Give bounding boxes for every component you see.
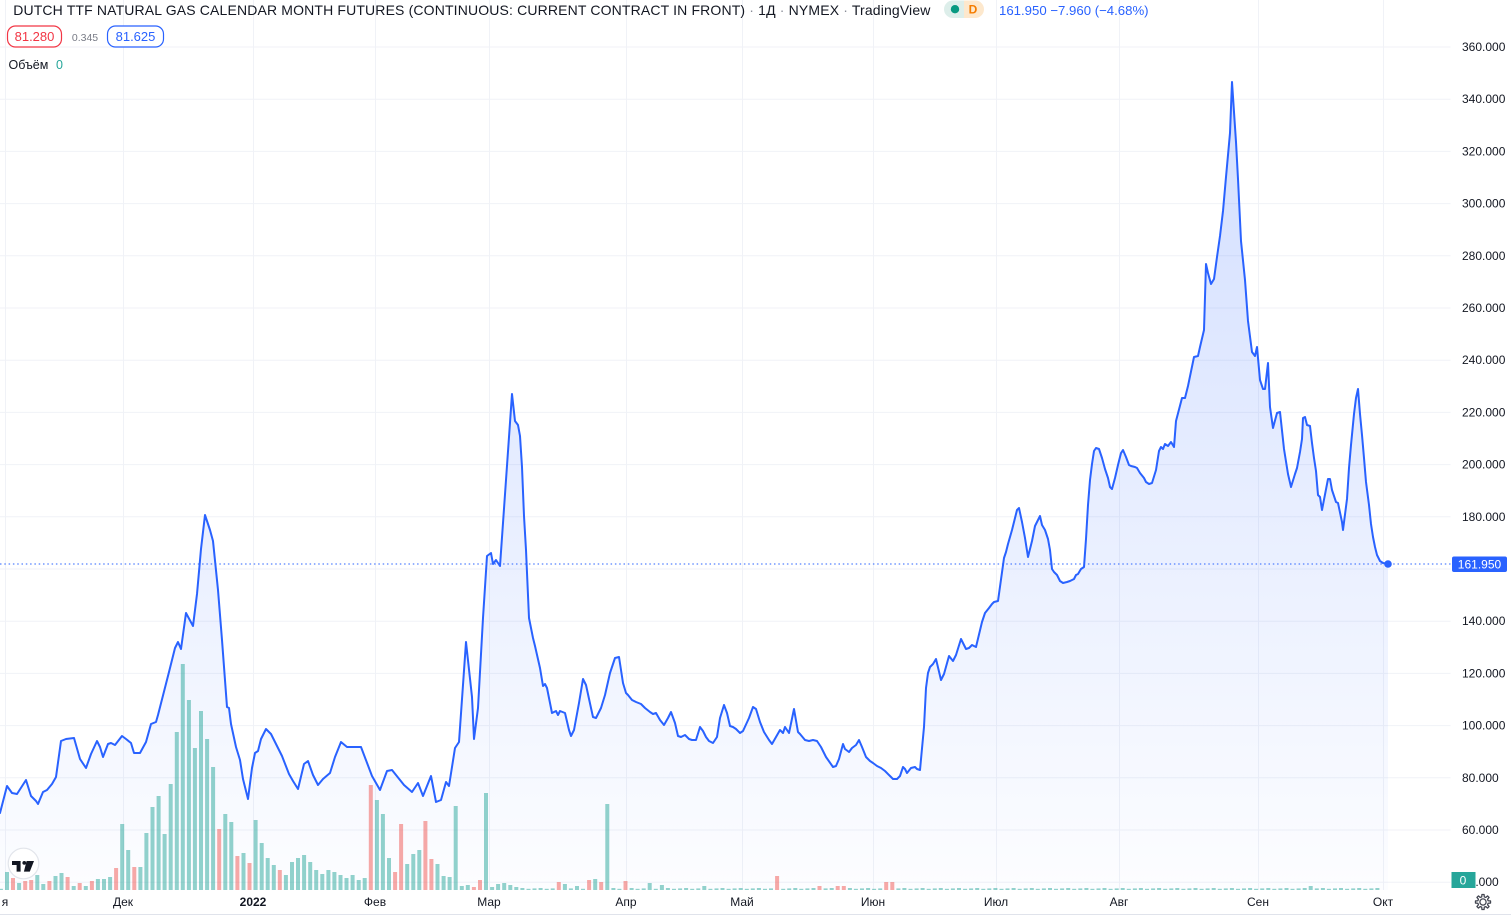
svg-text:DUTCH TTF NATURAL GAS CALENDAR: DUTCH TTF NATURAL GAS CALENDAR MONTH FUT… <box>13 2 931 18</box>
svg-text:340.000: 340.000 <box>1462 92 1506 106</box>
svg-text:Июн: Июн <box>861 895 885 909</box>
svg-text:120.000: 120.000 <box>1462 666 1506 680</box>
svg-text:0.345: 0.345 <box>72 32 98 44</box>
svg-text:220.000: 220.000 <box>1462 405 1506 419</box>
svg-text:Окт: Окт <box>1373 895 1394 909</box>
svg-text:260.000: 260.000 <box>1462 301 1506 315</box>
svg-text:я: я <box>2 895 9 909</box>
svg-text:60.000: 60.000 <box>1462 823 1499 837</box>
svg-text:Июл: Июл <box>984 895 1008 909</box>
svg-text:161.950 −7.960 (−4.68%): 161.950 −7.960 (−4.68%) <box>999 3 1149 18</box>
svg-text:Мар: Мар <box>477 895 501 909</box>
svg-text:320.000: 320.000 <box>1462 144 1506 158</box>
svg-text:180.000: 180.000 <box>1462 510 1506 524</box>
svg-text:300.000: 300.000 <box>1462 197 1506 211</box>
svg-text:360.000: 360.000 <box>1462 40 1506 54</box>
svg-text:2022: 2022 <box>240 895 267 909</box>
svg-text:0: 0 <box>56 58 63 72</box>
svg-text:D: D <box>969 3 978 17</box>
svg-text:Апр: Апр <box>615 895 637 909</box>
svg-text:Дек: Дек <box>113 895 134 909</box>
svg-text:Май: Май <box>730 895 754 909</box>
svg-text:161.950: 161.950 <box>1458 558 1502 572</box>
svg-text:140.000: 140.000 <box>1462 614 1506 628</box>
svg-text:81.280: 81.280 <box>15 29 55 44</box>
svg-text:240.000: 240.000 <box>1462 353 1506 367</box>
svg-text:Сен: Сен <box>1247 895 1269 909</box>
svg-text:200.000: 200.000 <box>1462 458 1506 472</box>
svg-text:81.625: 81.625 <box>116 29 156 44</box>
svg-text:280.000: 280.000 <box>1462 249 1506 263</box>
svg-text:Авг: Авг <box>1110 895 1129 909</box>
svg-text:80.000: 80.000 <box>1462 771 1499 785</box>
svg-text:Объём: Объём <box>9 58 49 72</box>
svg-text:0: 0 <box>1460 874 1467 888</box>
svg-text:Фев: Фев <box>364 895 386 909</box>
svg-text:100.000: 100.000 <box>1462 719 1506 733</box>
